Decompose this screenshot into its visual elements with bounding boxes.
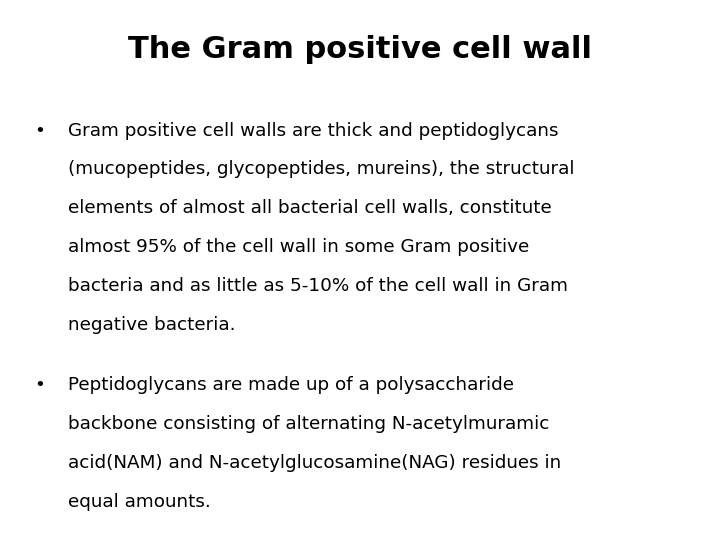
Text: bacteria and as little as 5-10% of the cell wall in Gram: bacteria and as little as 5-10% of the c…: [68, 277, 568, 295]
Text: equal amounts.: equal amounts.: [68, 493, 211, 511]
Text: negative bacteria.: negative bacteria.: [68, 316, 236, 334]
Text: almost 95% of the cell wall in some Gram positive: almost 95% of the cell wall in some Gram…: [68, 238, 530, 256]
Text: Gram positive cell walls are thick and peptidoglycans: Gram positive cell walls are thick and p…: [68, 122, 559, 139]
Text: •: •: [34, 122, 45, 139]
Text: elements of almost all bacterial cell walls, constitute: elements of almost all bacterial cell wa…: [68, 199, 552, 217]
Text: acid(NAM) and N-acetylglucosamine(NAG) residues in: acid(NAM) and N-acetylglucosamine(NAG) r…: [68, 454, 562, 472]
Text: The Gram positive cell wall: The Gram positive cell wall: [128, 35, 592, 64]
Text: backbone consisting of alternating N-acetylmuramic: backbone consisting of alternating N-ace…: [68, 415, 550, 433]
Text: Peptidoglycans are made up of a polysaccharide: Peptidoglycans are made up of a polysacc…: [68, 376, 514, 394]
Text: •: •: [34, 376, 45, 394]
Text: (mucopeptides, glycopeptides, mureins), the structural: (mucopeptides, glycopeptides, mureins), …: [68, 160, 575, 178]
